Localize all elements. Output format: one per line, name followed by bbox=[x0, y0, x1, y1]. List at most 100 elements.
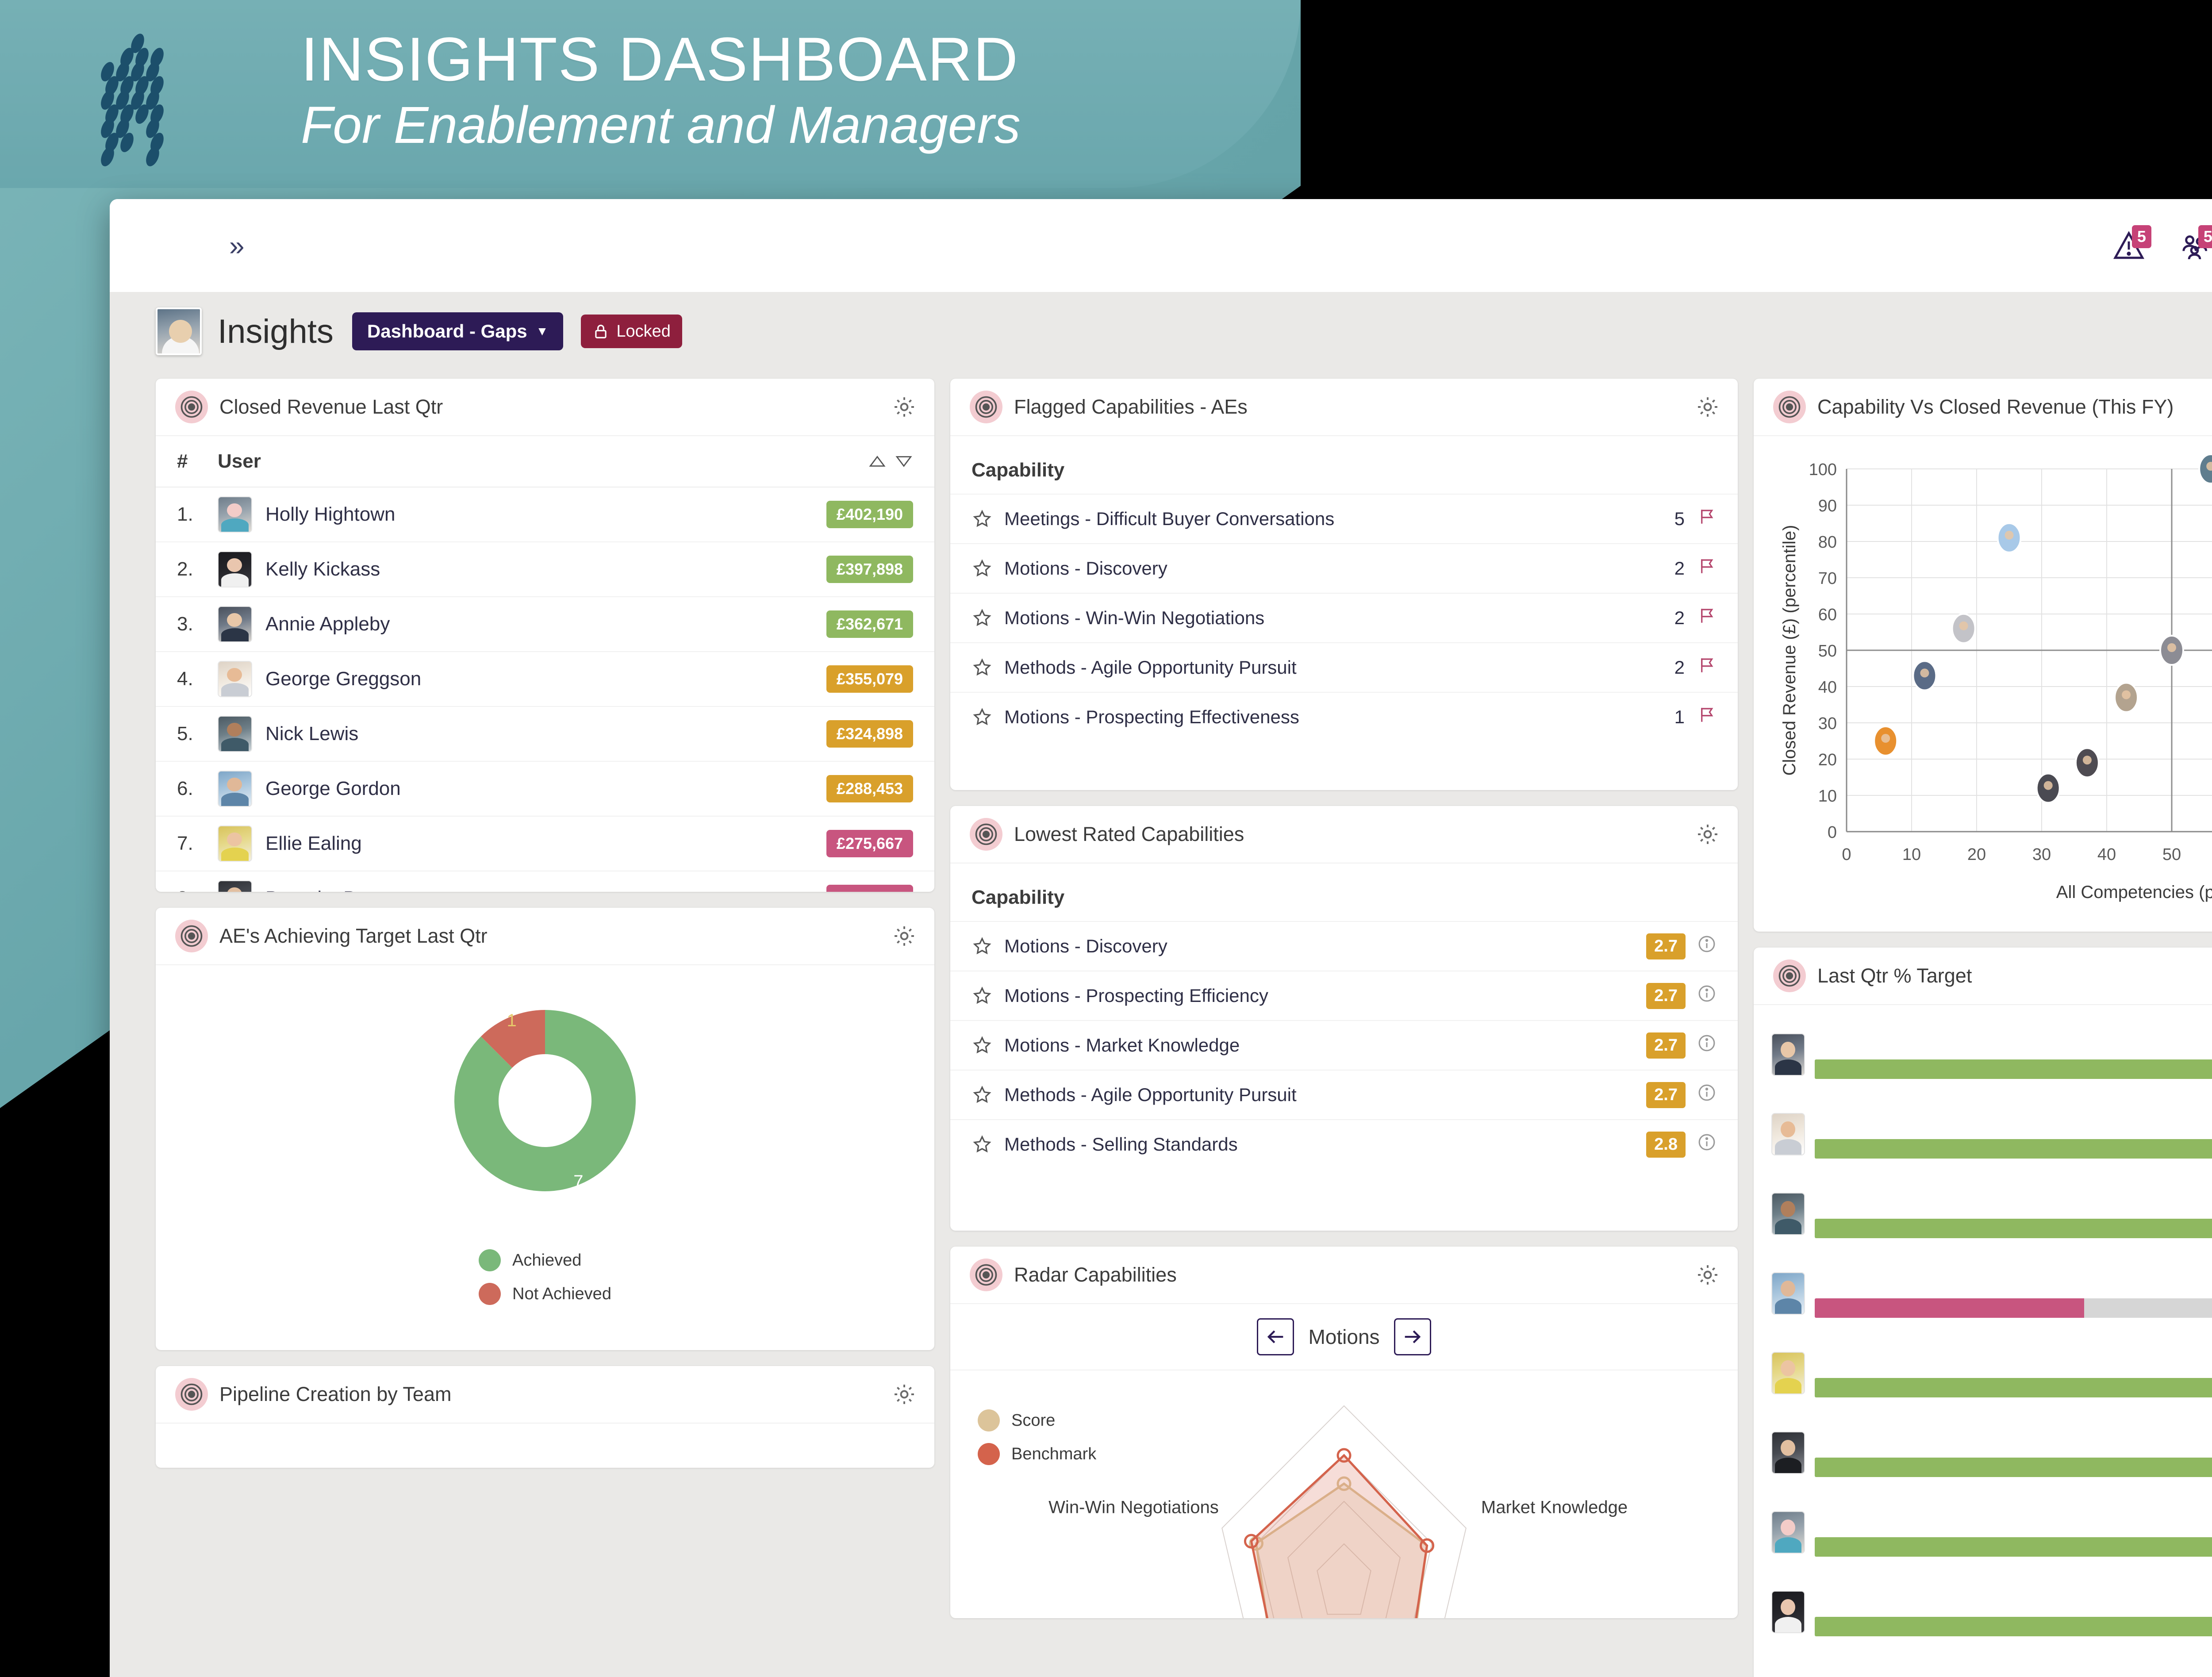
widget-title: Radar Capabilities bbox=[1014, 1263, 1177, 1286]
row-amount: £199,497 bbox=[826, 885, 913, 892]
radar-data-point[interactable] bbox=[1244, 1534, 1259, 1549]
row-user-name[interactable]: George Gordon bbox=[265, 778, 401, 799]
row-user-name[interactable]: Holly Hightown bbox=[265, 503, 396, 525]
list-item[interactable]: Motions - Win-Win Negotiations 2 bbox=[950, 593, 1738, 642]
scatter-point[interactable] bbox=[1873, 725, 1898, 756]
score-badge: 2.8 bbox=[1646, 1131, 1686, 1158]
row-user-name[interactable]: Annie Appleby bbox=[265, 613, 390, 635]
list-item[interactable]: Methods - Agile Opportunity Pursuit 2.7 bbox=[950, 1070, 1738, 1119]
list-item[interactable]: Methods - Selling Standards 2.8 bbox=[950, 1119, 1738, 1169]
star-icon[interactable] bbox=[972, 936, 993, 957]
legend-item[interactable]: Benchmark bbox=[978, 1443, 1096, 1465]
capability-name: Motions - Win-Win Negotiations bbox=[1004, 607, 1265, 628]
table-row[interactable]: 2. Kelly Kickass £397,898 bbox=[156, 542, 934, 597]
list-item[interactable]: Kelly Kickass - 159% bbox=[1771, 1493, 2212, 1572]
list-item[interactable]: George Gordon - 38% bbox=[1771, 1254, 2212, 1333]
donut-slice[interactable] bbox=[481, 1010, 545, 1068]
scatter-point[interactable] bbox=[1951, 613, 1976, 644]
star-icon[interactable] bbox=[972, 706, 993, 728]
flag-icon[interactable] bbox=[1698, 556, 1717, 581]
list-item[interactable]: Holly Hightown - 161% bbox=[1771, 1413, 2212, 1493]
radar-next-button[interactable] bbox=[1394, 1318, 1431, 1355]
table-row[interactable]: 7. Ellie Ealing £275,667 bbox=[156, 817, 934, 871]
info-icon[interactable] bbox=[1697, 1033, 1717, 1057]
gear-icon[interactable] bbox=[892, 1382, 917, 1407]
info-icon[interactable] bbox=[1697, 934, 1717, 958]
scatter-point[interactable] bbox=[2114, 682, 2139, 713]
scatter-point[interactable] bbox=[2074, 747, 2100, 779]
radar-data-point[interactable] bbox=[1420, 1538, 1435, 1553]
page-header: Insights Dashboard - Gaps ▼ Locked + Add… bbox=[156, 292, 2212, 363]
list-item[interactable]: George Greggson - 142% bbox=[1771, 1333, 2212, 1413]
x-tick-label: 0 bbox=[1842, 845, 1851, 864]
flag-icon[interactable] bbox=[1698, 655, 1717, 680]
star-icon[interactable] bbox=[972, 657, 993, 678]
star-icon[interactable] bbox=[972, 1084, 993, 1105]
gear-icon[interactable] bbox=[892, 924, 917, 948]
people-button[interactable]: 5 bbox=[2162, 219, 2212, 272]
info-icon[interactable] bbox=[1697, 984, 1717, 1008]
table-row[interactable]: 6. George Gordon £288,453 bbox=[156, 762, 934, 817]
list-item[interactable]: Motions - Prospecting Effectiveness 1 bbox=[950, 692, 1738, 741]
star-icon[interactable] bbox=[972, 1035, 993, 1056]
table-row[interactable]: 8. Barnaby Brown £199,497 bbox=[156, 871, 934, 892]
list-item[interactable]: Motions - Discovery 2 bbox=[950, 543, 1738, 593]
list-item[interactable]: Barnaby Brown - 133% bbox=[1771, 1094, 2212, 1174]
gear-icon[interactable] bbox=[1695, 1263, 1720, 1287]
sort-ascending-icon[interactable] bbox=[868, 454, 887, 468]
table-row[interactable]: 3. Annie Appleby £362,671 bbox=[156, 597, 934, 652]
row-user-name[interactable]: Ellie Ealing bbox=[265, 833, 362, 854]
gear-icon[interactable] bbox=[892, 395, 917, 419]
scatter-point[interactable] bbox=[2159, 635, 2184, 666]
widget-title: Closed Revenue Last Qtr bbox=[219, 395, 443, 418]
list-item[interactable]: Motions - Discovery 2.7 bbox=[950, 921, 1738, 971]
radar-prev-button[interactable] bbox=[1257, 1318, 1294, 1355]
table-row[interactable]: 4. George Greggson £355,079 bbox=[156, 652, 934, 707]
list-item[interactable]: Methods - Agile Opportunity Pursuit 2 bbox=[950, 642, 1738, 692]
dashboard-selector[interactable]: Dashboard - Gaps ▼ bbox=[352, 312, 564, 350]
list-item[interactable]: Motions - Prospecting Efficiency 2.7 bbox=[950, 971, 1738, 1020]
row-user-name[interactable]: Nick Lewis bbox=[265, 723, 359, 744]
legend-label: Benchmark bbox=[1011, 1444, 1097, 1463]
gear-icon[interactable] bbox=[1695, 395, 1720, 419]
row-user-name[interactable]: George Greggson bbox=[265, 668, 422, 690]
dashboard-selector-label: Dashboard - Gaps bbox=[367, 321, 527, 342]
flag-icon[interactable] bbox=[1698, 606, 1717, 630]
star-icon[interactable] bbox=[972, 607, 993, 629]
table-row[interactable]: 5. Nick Lewis £324,898 bbox=[156, 707, 934, 762]
scatter-point[interactable] bbox=[1912, 660, 1937, 691]
info-icon[interactable] bbox=[1697, 1132, 1717, 1156]
column-capability: Capability bbox=[972, 459, 1065, 481]
info-icon[interactable] bbox=[1697, 1083, 1717, 1107]
double-chevron-right-icon[interactable]: » bbox=[229, 231, 245, 261]
star-icon[interactable] bbox=[972, 508, 993, 530]
star-icon[interactable] bbox=[972, 985, 993, 1006]
scatter-point[interactable] bbox=[2198, 453, 2212, 484]
star-icon[interactable] bbox=[972, 558, 993, 579]
table-row[interactable]: 1. Holly Hightown £402,190 bbox=[156, 487, 934, 542]
list-item[interactable]: Meetings - Difficult Buyer Conversations… bbox=[950, 494, 1738, 543]
legend-item[interactable]: Not Achieved bbox=[479, 1283, 611, 1305]
list-item[interactable]: Nick Lewis - 130% bbox=[1771, 1572, 2212, 1652]
alerts-button[interactable]: 5 bbox=[2096, 219, 2162, 272]
flag-icon[interactable] bbox=[1698, 507, 1717, 531]
radar-data-point[interactable] bbox=[1336, 1448, 1352, 1463]
radar-data-point[interactable] bbox=[1336, 1476, 1352, 1491]
avatar bbox=[218, 661, 252, 697]
progress-track bbox=[1815, 1458, 2212, 1477]
scatter-point[interactable] bbox=[2035, 772, 2061, 804]
star-icon[interactable] bbox=[972, 1134, 993, 1155]
progress-fill bbox=[1815, 1378, 2212, 1397]
flag-icon[interactable] bbox=[1698, 705, 1717, 729]
sort-descending-icon[interactable] bbox=[895, 454, 913, 468]
row-amount: £397,898 bbox=[826, 556, 913, 583]
row-user-name[interactable]: Barnaby Brown bbox=[265, 887, 399, 892]
list-item[interactable]: Ellie Ealing - 110% bbox=[1771, 1174, 2212, 1254]
list-item[interactable]: Motions - Market Knowledge 2.7 bbox=[950, 1020, 1738, 1070]
list-item[interactable]: Annie Appleby - 242% bbox=[1771, 1015, 2212, 1094]
row-user-name[interactable]: Kelly Kickass bbox=[265, 558, 380, 580]
gear-icon[interactable] bbox=[1695, 822, 1720, 847]
legend-item[interactable]: Achieved bbox=[479, 1249, 611, 1271]
legend-item[interactable]: Score bbox=[978, 1409, 1096, 1431]
scatter-point[interactable] bbox=[1997, 522, 2022, 553]
